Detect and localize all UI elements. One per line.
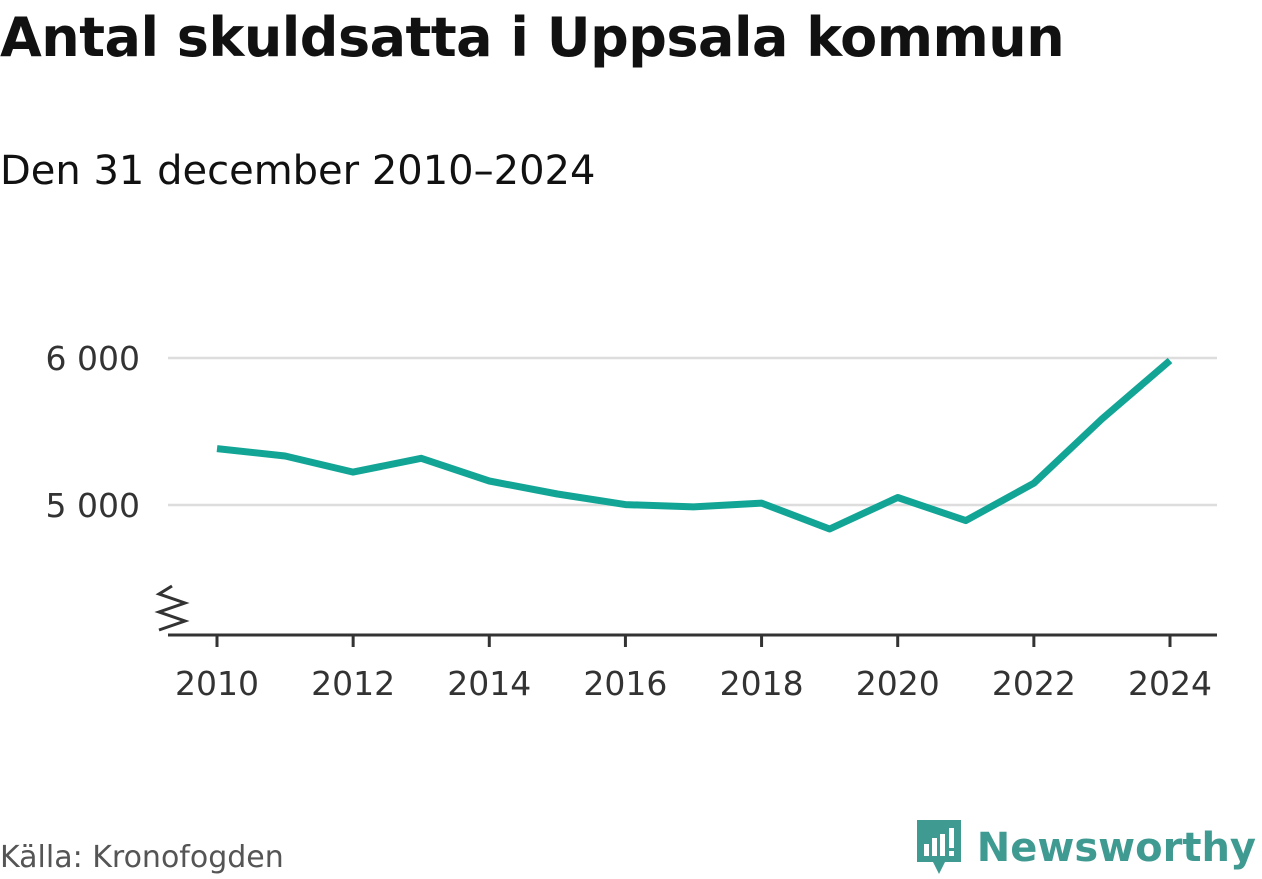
x-axis: 2010 2012 2014 2016 2018 2020 2022 2024 xyxy=(168,633,1217,703)
chart-subtitle: Den 31 december 2010–2024 xyxy=(0,148,596,194)
series-line xyxy=(216,357,1173,533)
x-tick-label: 2020 xyxy=(856,664,940,703)
y-tick-label: 6 000 xyxy=(46,339,140,378)
brand-name: Newsworthy xyxy=(976,825,1256,871)
x-tick-label: 2018 xyxy=(720,664,804,703)
x-tick-label: 2014 xyxy=(447,664,531,703)
y-axis-labels: 5 000 6 000 xyxy=(46,339,140,525)
grid-layer xyxy=(168,356,1217,507)
series-layer xyxy=(216,357,1173,533)
x-tick-label: 2012 xyxy=(311,664,395,703)
source-note: Källa: Kronofogden xyxy=(0,840,284,875)
x-tick-label: 2024 xyxy=(1128,664,1212,703)
brand: Newsworthy xyxy=(913,818,1256,878)
x-tick-label: 2010 xyxy=(175,664,259,703)
x-tick-label: 2022 xyxy=(992,664,1076,703)
x-tick-label: 2016 xyxy=(583,664,667,703)
axis-break-icon xyxy=(154,584,190,632)
newsworthy-logo-icon xyxy=(916,820,961,874)
y-tick-label: 5 000 xyxy=(46,486,140,525)
chart-title: Antal skuldsatta i Uppsala kommun xyxy=(0,6,1065,69)
